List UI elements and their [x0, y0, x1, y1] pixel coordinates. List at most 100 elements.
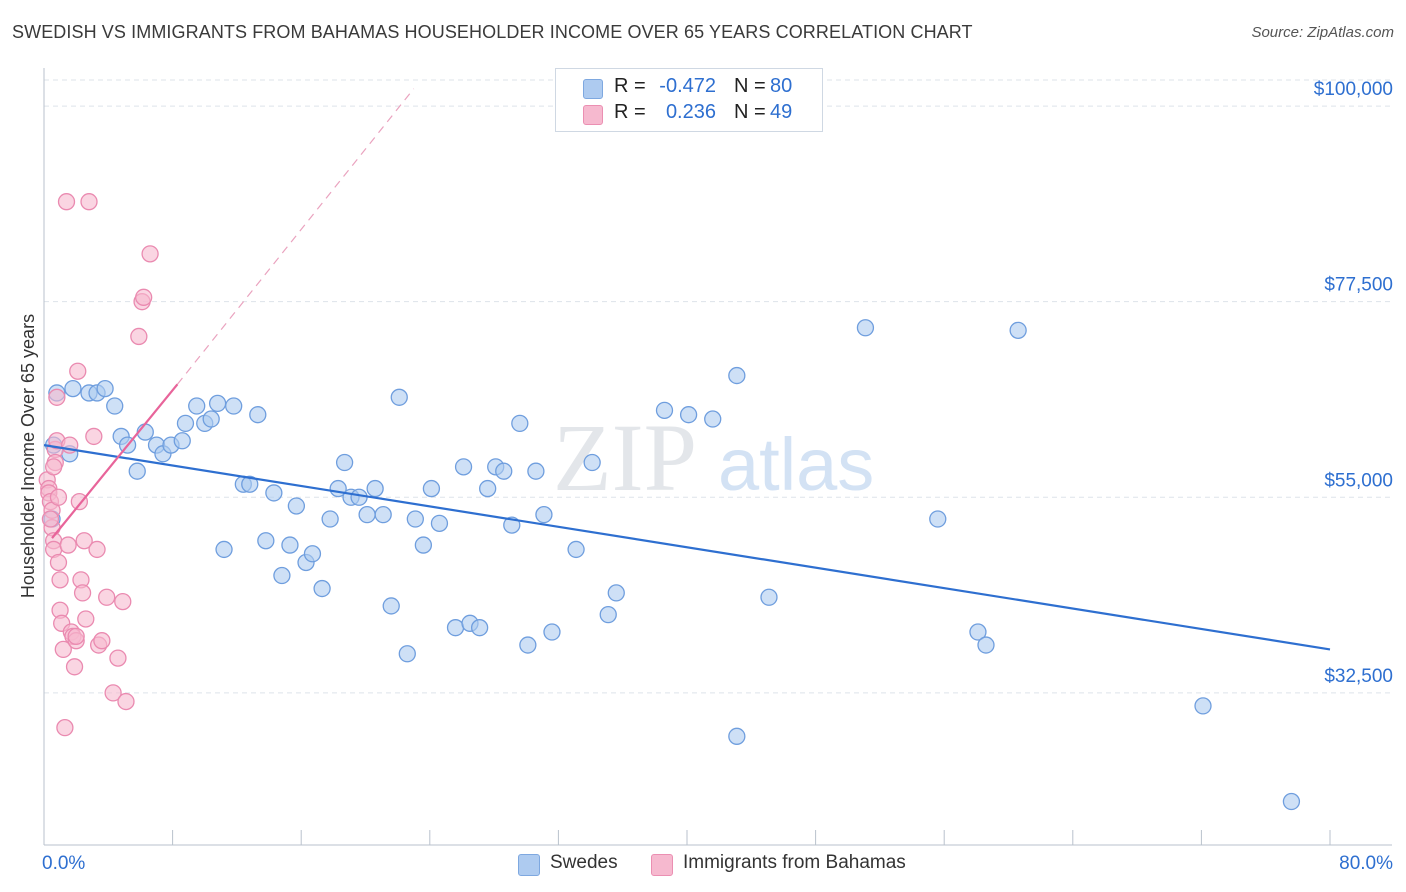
point-swedes [1009, 321, 1027, 340]
point-swedes [527, 462, 545, 480]
trend-layer [43, 88, 1331, 651]
point-swedes [188, 397, 206, 415]
point-swedes [1194, 697, 1212, 715]
y-tick-label: $100,000 [1314, 79, 1393, 100]
point-swedes [495, 462, 513, 480]
point-bahamas [93, 632, 111, 650]
point-swedes [106, 397, 124, 415]
point-swedes [257, 532, 275, 550]
point-swedes [173, 432, 191, 450]
point-swedes [414, 536, 433, 554]
point-swedes [398, 645, 416, 663]
point-swedes [350, 488, 368, 506]
chart-title: SWEDISH VS IMMIGRANTS FROM BAHAMAS HOUSE… [12, 22, 973, 42]
point-bahamas [56, 718, 74, 737]
y-tick-label: $32,500 [1324, 666, 1393, 687]
bottom-legend-label-swedes: Swedes [550, 852, 618, 873]
watermark-zip: ZIP [553, 404, 697, 511]
point-bahamas [73, 584, 92, 602]
point-swedes [977, 636, 995, 654]
legend-row-swedes: R = -0.472 N = 80 [556, 75, 822, 101]
point-swedes [543, 623, 561, 641]
point-bahamas [98, 588, 116, 606]
point-swedes [479, 479, 497, 498]
legend-n-label: N = [734, 101, 766, 123]
point-bahamas [117, 692, 135, 711]
legend-row-bahamas: R = 0.236 N = 49 [556, 101, 822, 127]
x-tick-label: 0.0% [42, 853, 85, 874]
point-bahamas [48, 388, 66, 406]
legend-n-value: 49 [770, 101, 793, 123]
legend-swatch-swedes [583, 79, 603, 99]
point-bahamas [69, 362, 87, 380]
point-bahamas [85, 427, 103, 446]
point-swedes [655, 401, 674, 419]
bottom-legend-swatch-bahamas [651, 854, 673, 876]
point-swedes [128, 462, 146, 480]
point-swedes [728, 366, 746, 385]
trendline-bahamas [51, 383, 179, 539]
point-swedes [64, 379, 82, 398]
point-swedes [607, 584, 625, 602]
points-layer [38, 193, 1301, 811]
point-bahamas [44, 458, 63, 476]
point-swedes [704, 410, 722, 428]
point-bahamas [49, 553, 68, 572]
point-swedes [583, 453, 601, 472]
point-bahamas [88, 540, 106, 559]
point-bahamas [59, 536, 77, 554]
point-swedes [679, 406, 698, 424]
point-swedes [303, 545, 322, 563]
point-bahamas [80, 193, 98, 211]
point-bahamas [104, 684, 122, 702]
point-bahamas [141, 245, 159, 263]
bottom-legend-swatch-swedes [518, 854, 540, 876]
axes-layer [43, 68, 1392, 846]
point-swedes [1282, 792, 1301, 811]
point-swedes [202, 410, 220, 428]
point-bahamas [49, 488, 68, 506]
point-bahamas [57, 193, 76, 211]
point-bahamas [51, 571, 69, 589]
point-swedes [470, 619, 489, 637]
point-swedes [446, 619, 465, 637]
point-swedes [929, 510, 947, 528]
point-bahamas [75, 532, 93, 550]
bottom-legend-label-bahamas: Immigrants from Bahamas [683, 852, 906, 873]
point-swedes [281, 536, 299, 554]
watermark-atlas: atlas [718, 423, 874, 506]
point-swedes [321, 510, 339, 528]
point-swedes [335, 453, 354, 472]
watermark: ZIP atlas [553, 404, 874, 511]
point-bahamas [114, 592, 132, 611]
point-swedes [728, 727, 746, 745]
point-swedes [599, 605, 617, 624]
point-swedes [374, 506, 392, 524]
point-swedes [760, 588, 778, 606]
legend-r-value: 0.236 [665, 101, 716, 123]
legend-swatch-bahamas [583, 105, 603, 125]
point-swedes [535, 506, 553, 524]
point-bahamas [109, 649, 127, 667]
labels-layer: $32,500 $55,000 $77,500 $100,000 0.0% 80.0% [42, 79, 1393, 874]
point-swedes [241, 475, 259, 493]
point-swedes [382, 597, 400, 615]
point-swedes [287, 497, 306, 515]
legend-r-label: R = [614, 75, 646, 97]
grid-layer [44, 79, 1392, 694]
legend-r-label: R = [614, 101, 646, 123]
trendline-swedes [43, 444, 1331, 651]
point-swedes [265, 484, 283, 502]
legend-n-label: N = [734, 75, 766, 97]
point-swedes [390, 388, 408, 406]
point-bahamas [67, 627, 85, 646]
point-bahamas [65, 658, 84, 676]
point-swedes [358, 506, 376, 524]
point-swedes [273, 566, 291, 585]
point-swedes [225, 397, 243, 415]
point-swedes [208, 394, 227, 413]
point-swedes [430, 514, 449, 533]
point-swedes [567, 540, 585, 559]
point-swedes [313, 579, 331, 598]
